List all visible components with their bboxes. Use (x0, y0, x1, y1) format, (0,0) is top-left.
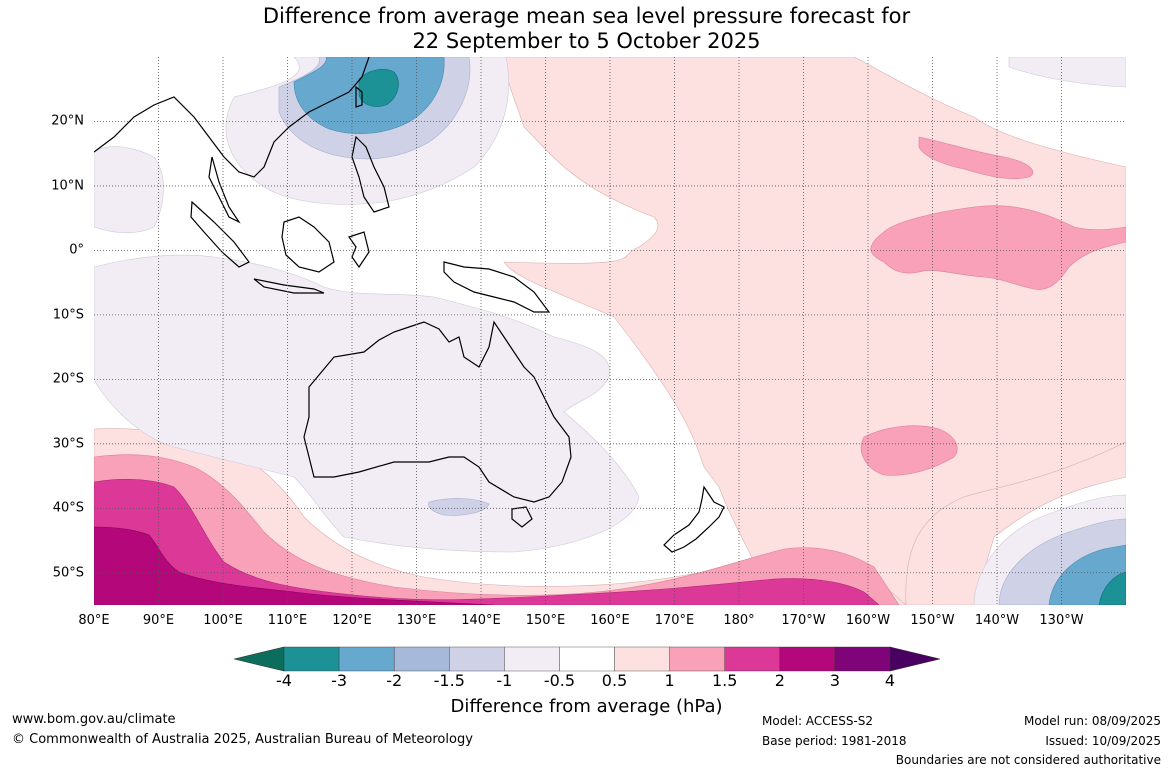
asia-coastline (94, 57, 370, 178)
longitude-tick-label: 80°E (78, 613, 110, 628)
anomaly-region-1-to-1.5-north-pacific (918, 136, 1034, 179)
colorbar-label: Difference from average (hPa) (450, 696, 723, 717)
title-line-1: Difference from average mean sea level p… (262, 4, 911, 28)
anomaly-region-2-to-3-southern-ocean (94, 526, 495, 605)
longitude-tick-label: 170°E (654, 613, 695, 628)
longitude-tick-label: 130°W (1039, 613, 1084, 628)
anomaly-region-pink-pacific (503, 57, 1126, 605)
model-text: Model: ACCESS-S2 (762, 714, 874, 728)
anomaly-region-teal-north-west (358, 69, 399, 107)
colorbar-max-extend (889, 646, 940, 672)
colorbar-tick-label: -1.5 (433, 671, 465, 690)
longitude-tick-label: 150°E (525, 613, 566, 628)
colorbar-tick-label: 3 (829, 671, 840, 690)
longitude-tick-label: 170°W (781, 613, 826, 628)
colorbar-segment (779, 646, 836, 672)
longitude-tick-label: 130°E (396, 613, 437, 628)
colorbar-segment (614, 646, 670, 672)
base-period-text: Base period: 1981-2018 (762, 734, 907, 748)
colorbar-segment (559, 646, 615, 672)
map-title: Difference from average mean sea level p… (0, 4, 1173, 54)
philippines-coastline (351, 135, 390, 213)
anomaly-region-1-to-1.5-tasman-east (860, 425, 958, 476)
colorbar-tick-label: 0.5 (601, 671, 628, 690)
colorbar-tick-label: 2 (774, 671, 785, 690)
colorbar-segments (234, 646, 940, 672)
latitude-tick-label: 30°S (52, 436, 84, 452)
colorbar-segment (724, 646, 781, 672)
sumatra-coastline (190, 200, 250, 268)
colorbar-tick-label: -4 (276, 671, 292, 690)
colorbar-tick-label: 4 (884, 671, 896, 690)
australia-coastline (303, 320, 572, 503)
colorbar-segment (834, 646, 891, 672)
latitude-tick-label: 20°S (52, 371, 84, 387)
colorbar-tick-label: 1.5 (711, 671, 738, 690)
colorbar-segment (338, 646, 395, 672)
longitude-tick-label: 90°E (142, 613, 175, 628)
colorbar-min-extend (234, 646, 285, 672)
longitude-tick-label: 120°E (332, 613, 372, 628)
colorbar-segment (449, 646, 505, 672)
longitude-tick-label: 180° (723, 613, 755, 628)
latitude-tick-label: 10°S (52, 307, 84, 323)
colorbar-tick-label: -1 (496, 671, 513, 690)
new-guinea-coastline (443, 261, 551, 313)
colorbar-segment (504, 646, 560, 672)
longitude-tick-label: 140°E (461, 613, 501, 628)
graticule (94, 57, 1126, 605)
latitude-tick-label: 0° (69, 242, 84, 258)
disclaimer-text: Boundaries are not considered authoritat… (895, 753, 1161, 767)
anomaly-region-teal-south-east (1098, 571, 1126, 605)
colorbar-segment (283, 646, 340, 672)
coastlines (94, 57, 725, 553)
latitude-tick-label: 10°N (51, 178, 84, 194)
sulawesi-coastline (348, 231, 370, 269)
issued-text: Issued: 10/09/2025 (1045, 734, 1161, 748)
anomaly-region-1-to-1.5-central-pacific (870, 205, 1126, 290)
copyright-text: © Commonwealth of Australia 2025, Austra… (12, 732, 473, 747)
colorbar-tick-label: -3 (331, 671, 348, 690)
latitude-tick-label: 40°S (52, 500, 84, 516)
new-zealand-coastline (663, 485, 725, 553)
title-line-2: 22 September to 5 October 2025 (412, 29, 761, 53)
java-coastline (253, 278, 325, 294)
colorbar-segment (393, 646, 450, 672)
longitude-tick-label: 160°E (590, 613, 630, 628)
latitude-tick-label: 20°N (51, 113, 84, 129)
borneo-coastline (281, 216, 335, 273)
tasmania-coastline (511, 506, 533, 528)
colorbar (234, 646, 940, 672)
colorbar-segment (669, 646, 725, 672)
anomaly-region-1-to-1.5-southern-ocean (94, 454, 900, 605)
longitude-tick-label: 100°E (203, 613, 243, 628)
taiwan-coastline (355, 85, 363, 108)
anomaly-region-lilac-australia (94, 254, 640, 553)
longitude-tick-label: 160°W (845, 613, 891, 628)
anomaly-region-lilac-north-east (1008, 57, 1126, 88)
colorbar-tick-label: -0.5 (543, 671, 576, 690)
pressure-anomaly-map (94, 57, 1126, 605)
latitude-tick-label: 50°S (52, 565, 84, 581)
longitude-tick-label: 150°W (910, 613, 955, 628)
longitude-tick-label: 110°E (267, 613, 308, 628)
anomaly-region-periwinkle-bight (428, 498, 490, 516)
website-link[interactable]: www.bom.gov.au/climate (12, 712, 176, 727)
colorbar-tick-label: -2 (386, 671, 403, 690)
model-run-text: Model run: 08/09/2025 (1023, 714, 1161, 728)
anomaly-region-lilac-bay-of-bengal (94, 146, 164, 234)
colorbar-tick-label: 1 (664, 671, 675, 690)
longitude-tick-label: 140°W (974, 613, 1020, 628)
anomaly-region-pink-east-south (905, 441, 1126, 605)
